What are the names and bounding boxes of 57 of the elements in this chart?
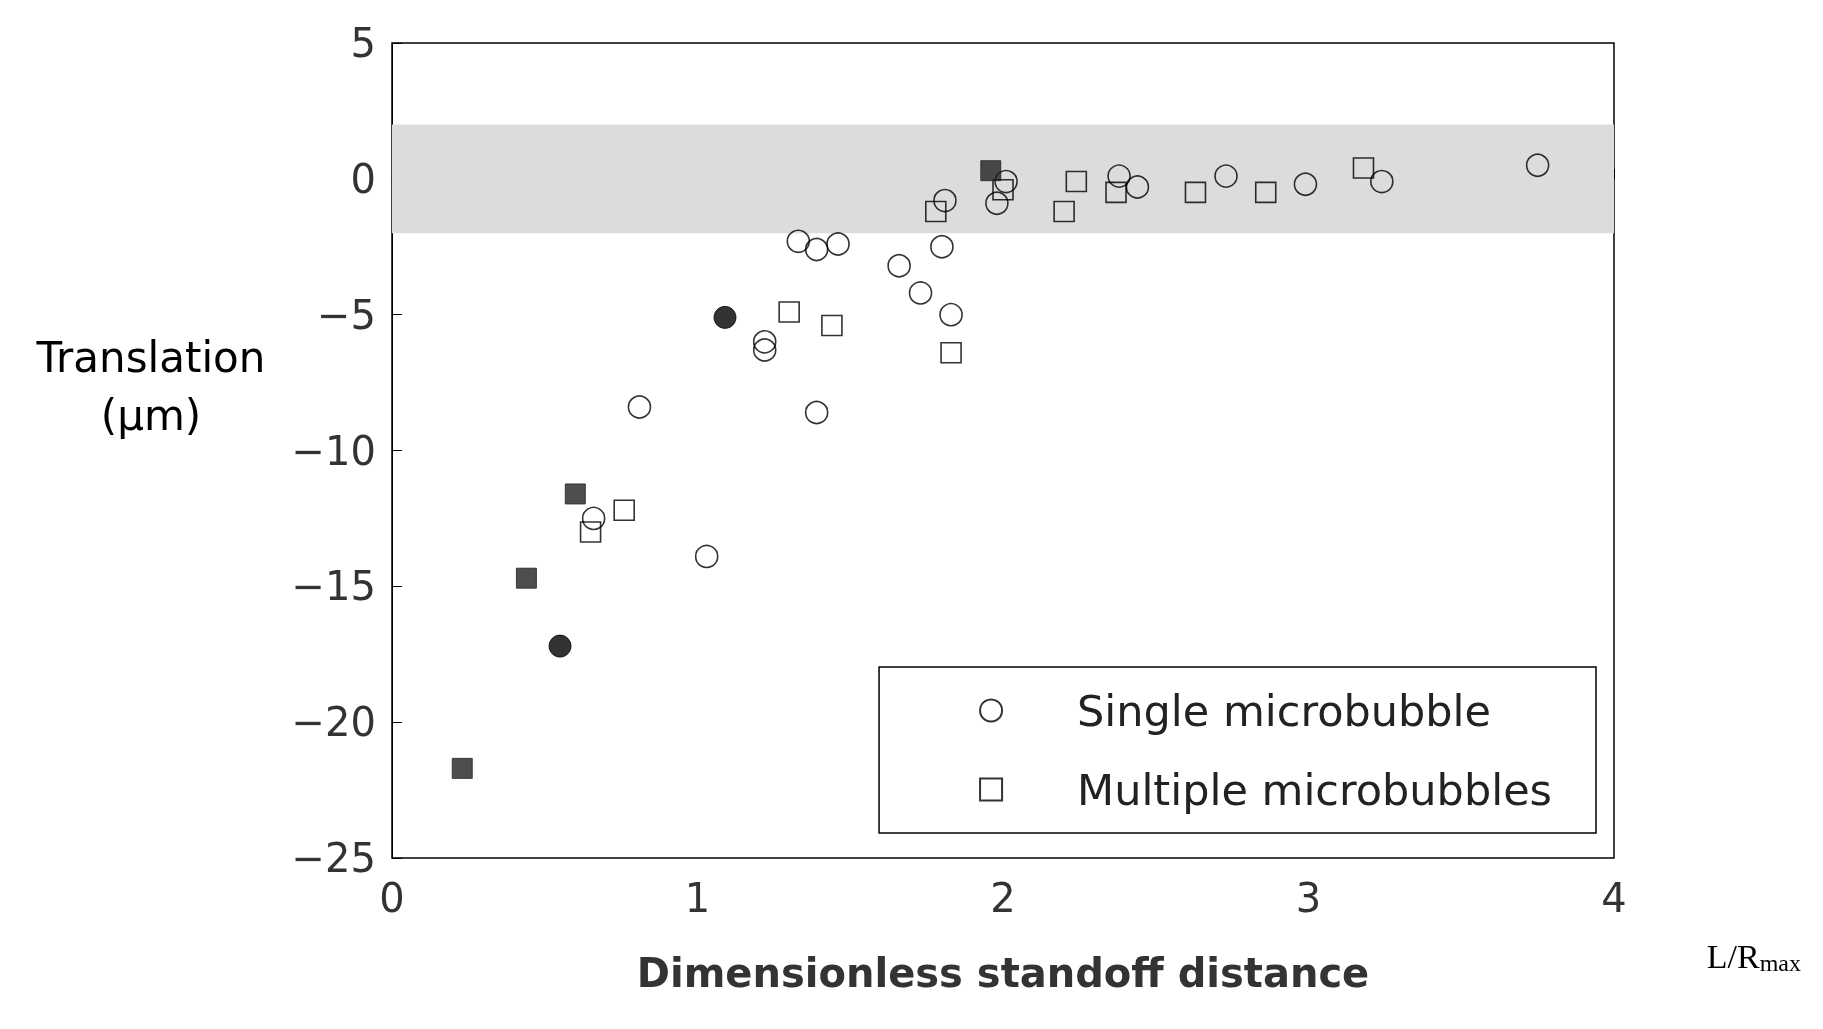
x-tick-label: 0 [379, 875, 405, 921]
point [821, 314, 843, 337]
point [515, 567, 537, 589]
point [1214, 164, 1238, 188]
point [826, 232, 850, 256]
point [1254, 181, 1277, 204]
y-tick-label: 5 [350, 20, 376, 66]
point [786, 229, 811, 254]
x-axis-title: Dimensionless standoff distance [636, 950, 1370, 996]
point [1125, 175, 1150, 199]
x-tick-label: 1 [684, 875, 711, 921]
point [548, 634, 572, 658]
point [1293, 172, 1318, 197]
point [908, 281, 933, 305]
point [924, 200, 947, 223]
point [1370, 169, 1394, 194]
point [933, 188, 957, 213]
point [887, 253, 911, 278]
point [939, 302, 963, 327]
point [778, 301, 800, 323]
point [940, 341, 962, 364]
point [980, 160, 1002, 182]
point [1105, 181, 1127, 204]
y-tick-label: −5 [317, 291, 376, 338]
point [985, 191, 1009, 216]
y-tick-label: 0 [350, 155, 376, 202]
point [930, 234, 954, 259]
y-axis-title: Translation (µm) [35, 332, 266, 440]
point [804, 400, 829, 425]
y-tick-label: −20 [291, 699, 376, 746]
point [752, 338, 777, 362]
point [752, 330, 777, 354]
point [627, 395, 652, 419]
point [694, 544, 719, 569]
legend-label: Multiple microbubbles [1077, 764, 1553, 815]
point [1053, 200, 1075, 223]
point [579, 521, 602, 543]
x-tick-label: 2 [990, 875, 1016, 921]
point [1184, 181, 1207, 204]
y-tick-label: −25 [291, 835, 376, 881]
point [613, 499, 635, 522]
point [1352, 157, 1375, 179]
point [992, 178, 1014, 201]
point [713, 305, 737, 329]
y-tick-label: −15 [291, 563, 376, 610]
point [1107, 164, 1131, 188]
point [1525, 153, 1550, 178]
point [564, 483, 586, 505]
point [804, 237, 829, 262]
legend-label: Single microbubble [1077, 685, 1491, 736]
point [451, 757, 473, 779]
point [994, 169, 1018, 194]
x-tick-label: 4 [1601, 875, 1627, 921]
y-tick-label: −10 [291, 427, 376, 474]
point [581, 506, 606, 531]
x-tick-label: 3 [1295, 875, 1322, 921]
point [1065, 170, 1088, 193]
